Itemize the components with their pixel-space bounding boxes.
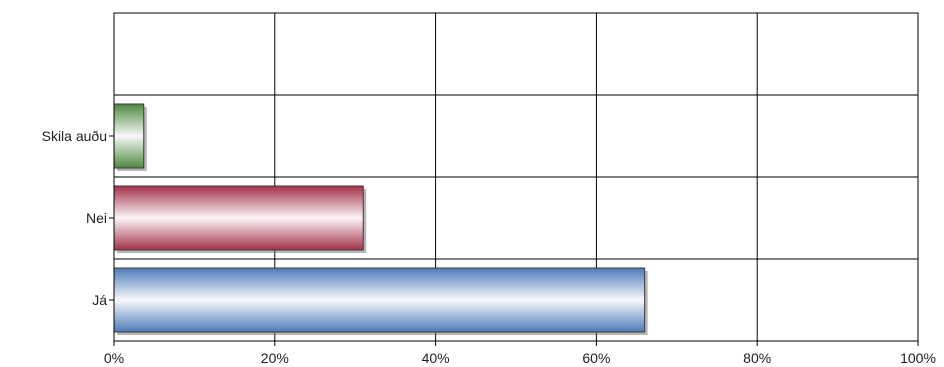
labels: 0% 20% 40% 60% 80% 100% Skila auðu Nei Já	[42, 128, 936, 366]
axes	[109, 12, 919, 346]
x-tick-label: 0%	[104, 350, 124, 366]
category-label: Skila auðu	[42, 128, 107, 144]
x-tick-label: 80%	[743, 350, 771, 366]
x-tick-label: 100%	[900, 350, 936, 366]
bar-nei	[113, 185, 364, 251]
category-label: Nei	[86, 210, 107, 226]
x-tick-label: 60%	[582, 350, 610, 366]
category-label: Já	[92, 292, 107, 308]
bar-skila-audu	[113, 103, 145, 169]
bar-ja	[113, 267, 646, 333]
bars	[113, 103, 648, 335]
x-tick-label: 20%	[261, 350, 289, 366]
plot-border	[113, 12, 919, 342]
x-tick-label: 40%	[422, 350, 450, 366]
